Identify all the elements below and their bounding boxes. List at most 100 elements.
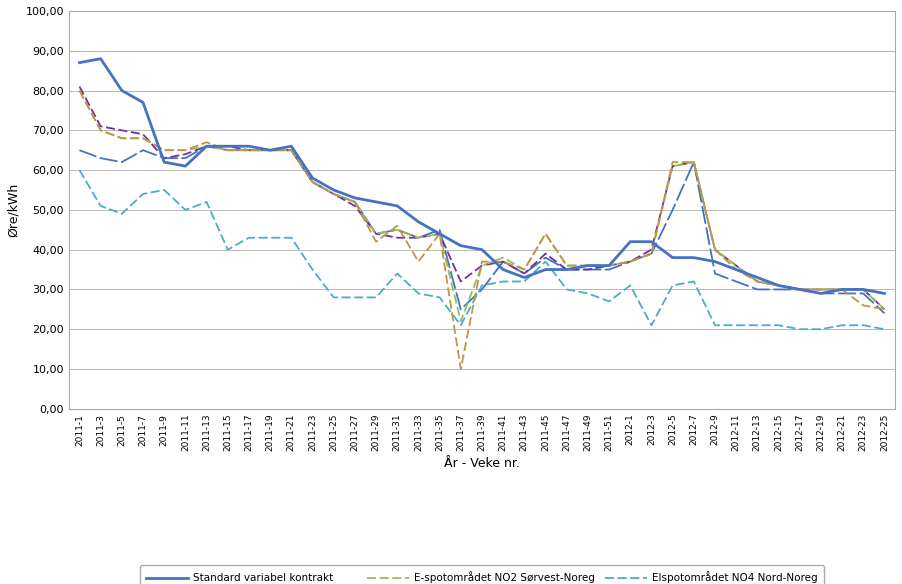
Standard variabel kontrakt	[96, 55, 106, 62]
Elspotområdet NO1 Aust-Noreg	[456, 278, 466, 285]
Elspotområdet NO1 Aust-Noreg	[286, 147, 297, 154]
Elspotområdet NO1 Aust-Noreg	[519, 270, 529, 277]
Elspotområdet NO1 Aust-Noreg	[434, 230, 445, 237]
Line: Standard variabel kontrakt: Standard variabel kontrakt	[79, 58, 885, 293]
E-spotområdet NO5 Vest-Noreg	[795, 286, 805, 293]
Elspotområdet NO3 Midt-Noreg	[371, 230, 382, 237]
E-spotområdet NO5 Vest-Noreg	[625, 258, 636, 265]
E-spotområdet NO5 Vest-Noreg	[349, 199, 360, 206]
Elspotområdet NO4 Nord-Noreg	[773, 322, 784, 329]
X-axis label: År - Veke nr.: År - Veke nr.	[444, 457, 520, 470]
E-spotområdet NO5 Vest-Noreg	[540, 230, 551, 237]
E-spotområdet NO2 Sørvest-Noreg	[96, 127, 106, 134]
Standard variabel kontrakt	[286, 142, 297, 150]
Elspotområdet NO3 Midt-Noreg	[879, 310, 890, 317]
E-spotområdet NO5 Vest-Noreg	[710, 246, 721, 253]
Elspotområdet NO1 Aust-Noreg	[391, 234, 402, 241]
Elspotområdet NO3 Midt-Noreg	[456, 306, 466, 313]
Elspotområdet NO3 Midt-Noreg	[413, 234, 424, 241]
E-spotområdet NO2 Sørvest-Noreg	[710, 246, 721, 253]
E-spotområdet NO2 Sørvest-Noreg	[603, 262, 614, 269]
E-spotområdet NO5 Vest-Noreg	[116, 135, 127, 142]
Elspotområdet NO1 Aust-Noreg	[752, 278, 763, 285]
Elspotområdet NO3 Midt-Noreg	[815, 290, 826, 297]
Elspotområdet NO4 Nord-Noreg	[286, 234, 297, 241]
E-spotområdet NO5 Vest-Noreg	[837, 286, 848, 293]
E-spotområdet NO5 Vest-Noreg	[688, 159, 699, 166]
Elspotområdet NO4 Nord-Noreg	[138, 190, 149, 197]
Standard variabel kontrakt	[837, 286, 848, 293]
Elspotområdet NO4 Nord-Noreg	[264, 234, 275, 241]
Standard variabel kontrakt	[264, 147, 275, 154]
Elspotområdet NO3 Midt-Noreg	[222, 147, 233, 154]
Elspotområdet NO3 Midt-Noreg	[646, 250, 657, 257]
Standard variabel kontrakt	[688, 254, 699, 261]
Line: E-spotområdet NO5 Vest-Noreg: E-spotområdet NO5 Vest-Noreg	[79, 91, 885, 369]
Standard variabel kontrakt	[815, 290, 826, 297]
E-spotområdet NO5 Vest-Noreg	[159, 147, 170, 154]
E-spotområdet NO2 Sørvest-Noreg	[434, 230, 445, 237]
Elspotområdet NO4 Nord-Noreg	[371, 294, 382, 301]
Elspotområdet NO1 Aust-Noreg	[201, 142, 212, 150]
Standard variabel kontrakt	[413, 218, 424, 225]
Elspotområdet NO3 Midt-Noreg	[180, 155, 191, 162]
Standard variabel kontrakt	[456, 242, 466, 249]
Elspotområdet NO1 Aust-Noreg	[603, 262, 614, 269]
E-spotområdet NO2 Sørvest-Noreg	[837, 286, 848, 293]
Elspotområdet NO3 Midt-Noreg	[307, 179, 318, 186]
E-spotområdet NO2 Sørvest-Noreg	[879, 306, 890, 313]
Standard variabel kontrakt	[795, 286, 805, 293]
Elspotområdet NO4 Nord-Noreg	[222, 246, 233, 253]
Elspotområdet NO3 Midt-Noreg	[540, 254, 551, 261]
E-spotområdet NO2 Sørvest-Noreg	[180, 147, 191, 154]
Standard variabel kontrakt	[540, 266, 551, 273]
Standard variabel kontrakt	[710, 258, 721, 265]
E-spotområdet NO5 Vest-Noreg	[773, 282, 784, 289]
Elspotområdet NO4 Nord-Noreg	[688, 278, 699, 285]
Standard variabel kontrakt	[391, 203, 402, 210]
Elspotområdet NO3 Midt-Noreg	[244, 147, 254, 154]
E-spotområdet NO5 Vest-Noreg	[307, 179, 318, 186]
Elspotområdet NO3 Midt-Noreg	[138, 147, 149, 154]
Elspotområdet NO1 Aust-Noreg	[540, 250, 551, 257]
E-spotområdet NO2 Sørvest-Noreg	[815, 286, 826, 293]
E-spotområdet NO2 Sørvest-Noreg	[116, 135, 127, 142]
E-spotområdet NO5 Vest-Noreg	[264, 147, 275, 154]
Elspotområdet NO4 Nord-Noreg	[159, 186, 170, 193]
E-spotområdet NO5 Vest-Noreg	[583, 262, 594, 269]
Elspotområdet NO3 Midt-Noreg	[519, 270, 529, 277]
E-spotområdet NO2 Sørvest-Noreg	[222, 147, 233, 154]
E-spotområdet NO5 Vest-Noreg	[96, 127, 106, 134]
E-spotområdet NO2 Sørvest-Noreg	[201, 142, 212, 150]
Elspotområdet NO1 Aust-Noreg	[307, 179, 318, 186]
E-spotområdet NO2 Sørvest-Noreg	[74, 87, 85, 94]
Elspotområdet NO1 Aust-Noreg	[222, 142, 233, 150]
E-spotområdet NO2 Sørvest-Noreg	[688, 159, 699, 166]
Elspotområdet NO3 Midt-Noreg	[328, 190, 339, 197]
E-spotområdet NO2 Sørvest-Noreg	[476, 262, 487, 269]
Elspotområdet NO3 Midt-Noreg	[561, 266, 572, 273]
Standard variabel kontrakt	[371, 199, 382, 206]
Line: Elspotområdet NO1 Aust-Noreg: Elspotområdet NO1 Aust-Noreg	[79, 86, 885, 310]
E-spotområdet NO2 Sørvest-Noreg	[795, 286, 805, 293]
E-spotområdet NO2 Sørvest-Noreg	[519, 266, 529, 273]
E-spotområdet NO2 Sørvest-Noreg	[349, 199, 360, 206]
Standard variabel kontrakt	[646, 238, 657, 245]
Elspotområdet NO1 Aust-Noreg	[667, 162, 678, 169]
Elspotområdet NO4 Nord-Noreg	[858, 322, 869, 329]
Elspotområdet NO1 Aust-Noreg	[858, 286, 869, 293]
Elspotområdet NO3 Midt-Noreg	[731, 278, 741, 285]
Standard variabel kontrakt	[498, 266, 509, 273]
Elspotområdet NO1 Aust-Noreg	[583, 266, 594, 273]
E-spotområdet NO5 Vest-Noreg	[561, 262, 572, 269]
Elspotområdet NO1 Aust-Noreg	[498, 258, 509, 265]
E-spotområdet NO2 Sørvest-Noreg	[244, 147, 254, 154]
Elspotområdet NO3 Midt-Noreg	[96, 155, 106, 162]
Elspotområdet NO4 Nord-Noreg	[625, 282, 636, 289]
Elspotområdet NO1 Aust-Noreg	[371, 230, 382, 237]
Elspotområdet NO1 Aust-Noreg	[773, 282, 784, 289]
Elspotområdet NO1 Aust-Noreg	[328, 190, 339, 197]
Elspotområdet NO4 Nord-Noreg	[244, 234, 254, 241]
Elspotområdet NO4 Nord-Noreg	[561, 286, 572, 293]
Elspotområdet NO3 Midt-Noreg	[752, 286, 763, 293]
